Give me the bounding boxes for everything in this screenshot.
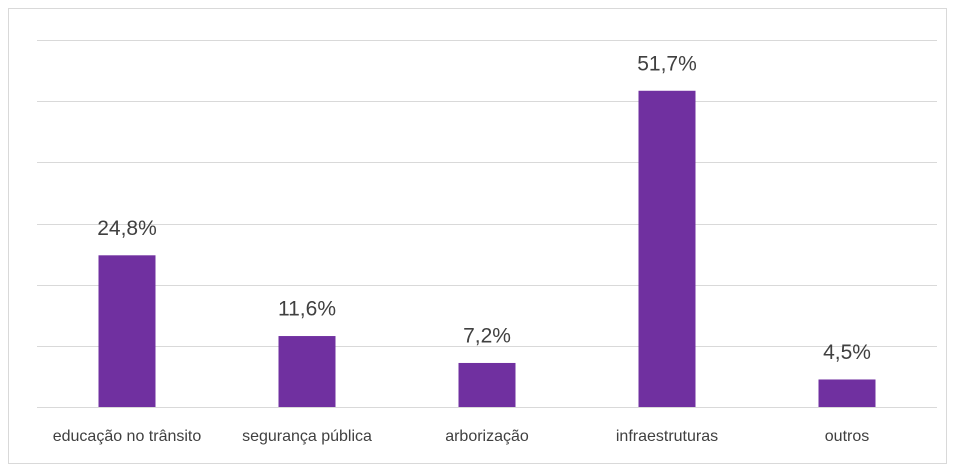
bar	[278, 336, 336, 407]
bar	[638, 90, 696, 407]
x-tick-label: infraestruturas	[616, 428, 718, 445]
bar	[818, 379, 876, 407]
bar	[98, 255, 156, 407]
bar	[458, 362, 516, 407]
data-label: 24,8%	[97, 217, 157, 240]
x-tick-label: educação no trânsito	[53, 428, 202, 445]
data-label: 4,5%	[823, 341, 871, 364]
x-tick-label: arborização	[445, 428, 529, 445]
data-label: 51,7%	[637, 52, 697, 75]
data-label: 7,2%	[463, 325, 511, 348]
x-tick-label: outros	[825, 428, 869, 445]
data-label: 11,6%	[278, 298, 336, 321]
x-tick-label: segurança pública	[242, 428, 372, 445]
